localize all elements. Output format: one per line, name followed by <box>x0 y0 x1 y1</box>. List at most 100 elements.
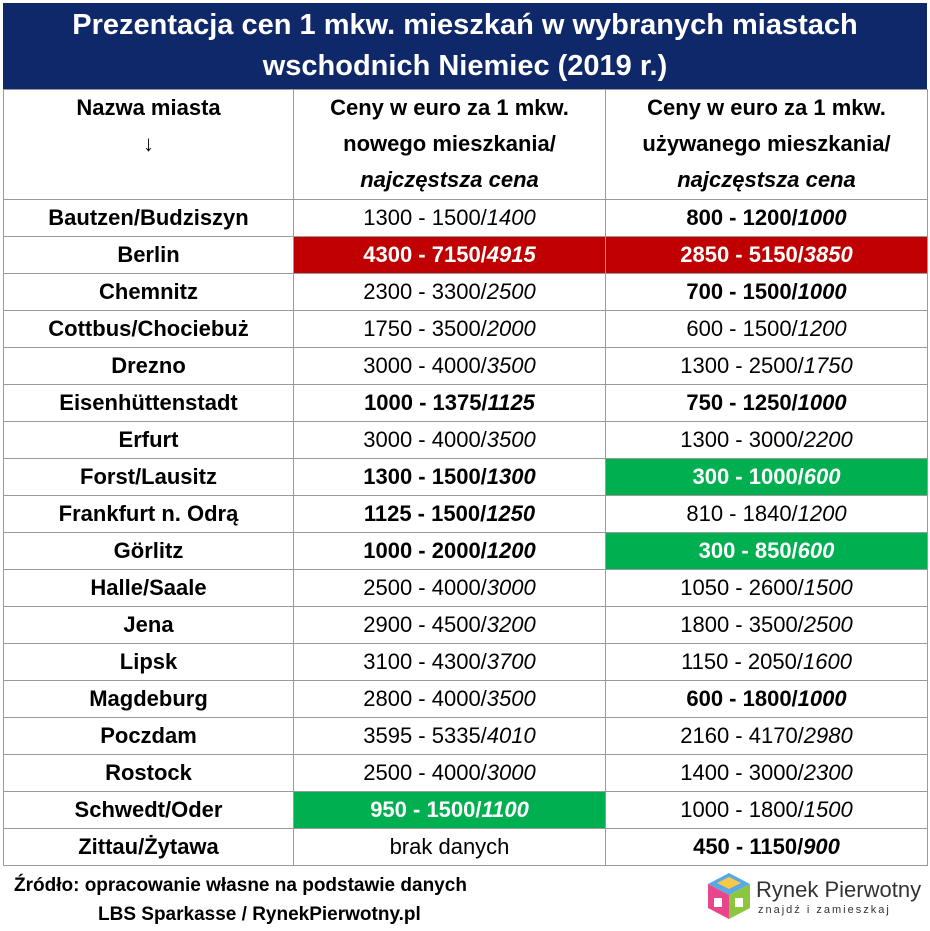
header-city-label: Nazwa miasta <box>76 95 221 120</box>
header-new-line-1: Ceny w euro za 1 mkw. <box>330 95 569 120</box>
new-price-range: 1125 - 1500/ <box>363 501 487 526</box>
table-row: Eisenhüttenstadt 1000 - 1375/1125 750 - 12… <box>3 384 928 422</box>
house-cube-logo-icon <box>708 873 750 919</box>
used-price-most-common: 2200 <box>803 427 853 452</box>
used-price-range: 700 - 1500/ <box>686 279 798 304</box>
header-city: Nazwa miasta ↓ <box>3 89 294 200</box>
table-row: Erfurt 3000 - 4000/3500 1300 - 3000/2200 <box>3 421 928 459</box>
city-name: Frankfurt n. Odrą <box>3 495 294 533</box>
used-price-cell: 600 - 1500/1200 <box>605 310 928 348</box>
header-used-prices: Ceny w euro za 1 mkw. używanego mieszkan… <box>605 89 928 200</box>
used-price-range: 1400 - 3000/ <box>680 760 804 785</box>
header-used-line-1: Ceny w euro za 1 mkw. <box>647 95 886 120</box>
used-price-range: 1300 - 2500/ <box>680 353 804 378</box>
used-price-cell: 810 - 1840/1200 <box>605 495 928 533</box>
new-price-range: 950 - 1500/ <box>370 797 482 822</box>
used-price-cell: 300 - 850/600 <box>605 532 928 570</box>
used-price-most-common: 1750 <box>803 353 853 378</box>
new-price-most-common: 3200 <box>486 612 536 637</box>
city-name: Lipsk <box>3 643 294 681</box>
used-price-range: 300 - 850/ <box>698 538 798 563</box>
new-price-cell: 1125 - 1500/1250 <box>293 495 606 533</box>
city-name: Halle/Saale <box>3 569 294 607</box>
used-price-most-common: 1000 <box>797 205 847 230</box>
used-price-cell: 1000 - 1800/1500 <box>605 791 928 829</box>
logo-tagline: znajdź i zamieszkaj <box>758 904 891 916</box>
table-row: Görlitz 1000 - 2000/1200 300 - 850/600 <box>3 532 928 570</box>
new-price-most-common: 1200 <box>486 538 536 563</box>
new-price-cell: 3000 - 4000/3500 <box>293 347 606 385</box>
new-price-range: 3595 - 5335/ <box>363 723 487 748</box>
table-row: Zittau/Żytawa brak danych 450 - 1150/900 <box>3 828 928 866</box>
new-price-most-common: 3500 <box>486 427 536 452</box>
used-price-range: 800 - 1200/ <box>686 205 798 230</box>
table-row: Lipsk 3100 - 4300/3700 1150 - 2050/1600 <box>3 643 928 681</box>
city-name: Schwedt/Oder <box>3 791 294 829</box>
new-price-most-common: 1250 <box>486 501 536 526</box>
new-price-most-common: 2000 <box>486 316 536 341</box>
new-price-range: 1000 - 2000/ <box>363 538 487 563</box>
source-line-2: LBS Sparkasse / RynekPierwotny.pl <box>98 904 421 925</box>
new-price-most-common: 4915 <box>486 242 536 267</box>
new-price-most-common: 1300 <box>486 464 536 489</box>
city-name: Drezno <box>3 347 294 385</box>
used-price-cell: 600 - 1800/1000 <box>605 680 928 718</box>
new-price-range: 1750 - 3500/ <box>363 316 487 341</box>
used-price-most-common: 2980 <box>803 723 853 748</box>
used-price-range: 450 - 1150/ <box>693 834 804 859</box>
table-row: Rostock 2500 - 4000/3000 1400 - 3000/2300 <box>3 754 928 792</box>
header-new-line-2: nowego mieszkania/ <box>343 131 556 156</box>
used-price-most-common: 900 <box>803 834 840 859</box>
new-price-range: 2800 - 4000/ <box>363 686 487 711</box>
logo-name: Rynek Pierwotny <box>756 877 922 902</box>
header-row: Nazwa miasta ↓ Ceny w euro za 1 mkw. now… <box>3 89 928 200</box>
title-line-2: wschodnich Niemiec (2019 r.) <box>262 50 668 82</box>
used-price-range: 1300 - 3000/ <box>680 427 804 452</box>
used-price-range: 1000 - 1800/ <box>680 797 804 822</box>
city-name: Forst/Lausitz <box>3 458 294 496</box>
used-price-range: 2850 - 5150/ <box>680 242 804 267</box>
city-name: Eisenhüttenstadt <box>3 384 294 422</box>
table-row: Chemnitz 2300 - 3300/2500 700 - 1500/1000 <box>3 273 928 311</box>
new-price-range: 2500 - 4000/ <box>363 575 487 600</box>
new-price-most-common: 4010 <box>486 723 536 748</box>
new-price-range: brak danych <box>389 834 510 859</box>
used-price-most-common: 1600 <box>802 649 852 674</box>
new-price-cell: 3000 - 4000/3500 <box>293 421 606 459</box>
city-name: Chemnitz <box>3 273 294 311</box>
used-price-cell: 450 - 1150/900 <box>605 828 928 866</box>
used-price-cell: 300 - 1000/600 <box>605 458 928 496</box>
table-row: Magdeburg 2800 - 4000/3500 600 - 1800/1000 <box>3 680 928 718</box>
table-row: Poczdam 3595 - 5335/4010 2160 - 4170/2980 <box>3 717 928 755</box>
table-row: Cottbus/Chociebuż 1750 - 3500/2000 600 - 1… <box>3 310 928 348</box>
new-price-range: 1000 - 1375/ <box>364 390 488 415</box>
title-line-1: Prezentacja cen 1 mkw. mieszkań w wybran… <box>72 9 858 41</box>
used-price-range: 1050 - 2600/ <box>680 575 804 600</box>
used-price-most-common: 2500 <box>803 612 853 637</box>
new-price-cell: 2900 - 4500/3200 <box>293 606 606 644</box>
used-price-range: 810 - 1840/ <box>686 501 798 526</box>
used-price-most-common: 600 <box>797 538 835 563</box>
used-price-cell: 1050 - 2600/1500 <box>605 569 928 607</box>
new-price-most-common: 3700 <box>486 649 536 674</box>
used-price-most-common: 1500 <box>803 797 853 822</box>
new-price-cell: 4300 - 7150/4915 <box>293 236 606 274</box>
new-price-cell: 1750 - 3500/2000 <box>293 310 606 348</box>
source-note: Źródło: opracowanie własne na podstawie … <box>14 871 467 929</box>
new-price-most-common: 1100 <box>481 797 529 822</box>
used-price-cell: 750 - 1250/1000 <box>605 384 928 422</box>
city-name: Görlitz <box>3 532 294 570</box>
used-price-most-common: 1000 <box>797 390 847 415</box>
new-price-most-common: 3000 <box>486 760 536 785</box>
new-price-range: 1300 - 1500/ <box>363 464 487 489</box>
new-price-cell: 1300 - 1500/1300 <box>293 458 606 496</box>
used-price-range: 2160 - 4170/ <box>680 723 804 748</box>
new-price-cell: 3595 - 5335/4010 <box>293 717 606 755</box>
used-price-cell: 1300 - 3000/2200 <box>605 421 928 459</box>
new-price-most-common: 3500 <box>486 686 536 711</box>
new-price-range: 4300 - 7150/ <box>363 242 487 267</box>
new-price-most-common: 3000 <box>486 575 536 600</box>
new-price-cell: 2800 - 4000/3500 <box>293 680 606 718</box>
used-price-most-common: 1000 <box>797 279 847 304</box>
used-price-cell: 1300 - 2500/1750 <box>605 347 928 385</box>
